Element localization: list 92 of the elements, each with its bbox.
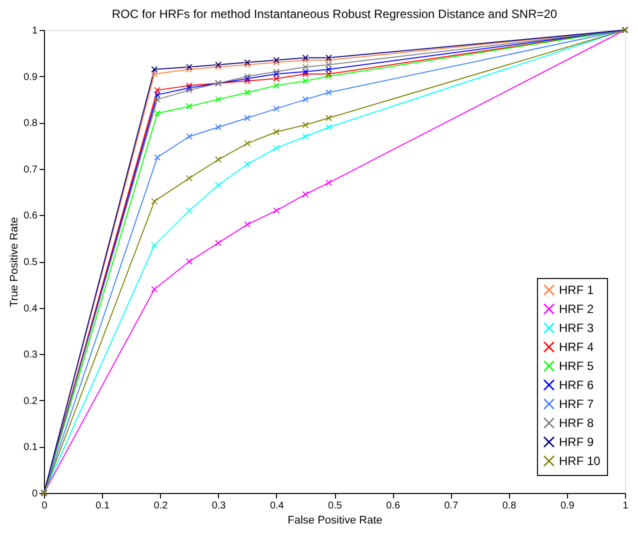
point	[302, 64, 309, 70]
point	[325, 70, 332, 78]
point	[154, 110, 161, 117]
point	[151, 242, 158, 249]
point	[186, 66, 192, 73]
point	[186, 64, 192, 70]
point	[325, 89, 332, 96]
point	[325, 114, 332, 122]
point	[186, 103, 192, 110]
x-tick-label: 0.9	[560, 500, 575, 512]
point	[302, 122, 309, 128]
point	[273, 105, 280, 112]
point	[151, 66, 158, 73]
point	[186, 207, 192, 214]
y-tick-label: 0.5	[24, 257, 38, 268]
point	[151, 198, 158, 205]
point	[215, 240, 222, 246]
point	[273, 128, 280, 136]
point	[154, 154, 161, 161]
legend-label: HRF 8	[559, 416, 594, 430]
y-tick-label: 0.4	[24, 303, 38, 314]
x-tick-label: 0.8	[502, 500, 517, 512]
x-tick-label: 0.1	[96, 500, 110, 512]
y-tick-label: 0.7	[24, 164, 38, 176]
point	[215, 96, 222, 103]
legend-label: HRF 3	[559, 321, 594, 335]
point	[186, 133, 192, 140]
point	[302, 96, 309, 103]
x-tick-label: 0.2	[154, 500, 168, 512]
y-tick-label: 0.1	[24, 442, 38, 454]
point	[244, 161, 251, 168]
point	[325, 124, 332, 130]
x-tick-label: 1	[622, 500, 629, 512]
point	[302, 70, 309, 78]
point	[215, 124, 222, 130]
point	[154, 96, 161, 103]
point	[302, 78, 309, 84]
point	[244, 140, 251, 147]
point	[325, 66, 332, 73]
point	[215, 61, 222, 68]
point	[154, 86, 161, 94]
x-tick-label: 0.4	[270, 500, 284, 512]
point	[215, 182, 222, 188]
point	[273, 75, 280, 82]
legend-label: HRF 5	[559, 359, 594, 373]
y-tick-label: 0	[32, 488, 38, 500]
point	[273, 207, 280, 214]
point	[325, 61, 332, 68]
point	[154, 92, 161, 98]
point	[302, 133, 309, 140]
point	[215, 156, 222, 163]
point	[244, 221, 251, 228]
legend-label: HRF 6	[559, 378, 594, 392]
x-tick-label: 0	[42, 500, 48, 512]
point	[273, 82, 280, 89]
y-tick-label: 0.2	[24, 396, 38, 407]
legend-label: HRF 1	[559, 283, 594, 297]
chart-title: ROC for HRFs for method Instantaneous Robust Regression Distance and SNR=20	[112, 7, 558, 21]
point	[151, 286, 158, 293]
x-axis-title: False Positive Rate	[288, 514, 382, 526]
x-tick-label: 0.7	[444, 500, 459, 512]
point	[244, 78, 251, 84]
point	[273, 70, 280, 78]
legend-label: HRF 10	[559, 454, 601, 468]
y-tick-label: 1	[32, 26, 38, 36]
y-tick-label: 0.8	[24, 118, 38, 130]
x-tick-label: 0.5	[328, 500, 342, 512]
point	[302, 68, 309, 75]
x-tick-label: 0.3	[212, 500, 226, 512]
point	[273, 144, 280, 152]
y-tick-label: 0.3	[24, 350, 38, 361]
legend-label: HRF 2	[559, 302, 594, 316]
point	[186, 174, 192, 182]
y-tick-label: 0.9	[24, 72, 38, 83]
legend-label: HRF 7	[559, 397, 594, 411]
point	[325, 180, 332, 186]
point	[186, 82, 192, 89]
point	[273, 59, 280, 66]
x-tick-label: 0.6	[386, 500, 400, 512]
point	[244, 114, 251, 122]
point	[215, 64, 222, 70]
point	[273, 56, 280, 64]
legend-label: HRF 9	[559, 435, 594, 449]
point	[151, 70, 158, 78]
point	[273, 68, 280, 75]
legend-label: HRF 4	[559, 340, 594, 354]
point	[186, 258, 192, 265]
y-tick-label: 0.6	[24, 210, 38, 222]
point	[325, 73, 332, 80]
y-axis-title: True Positive Rate	[8, 216, 21, 308]
point	[302, 191, 309, 198]
point	[244, 89, 251, 96]
